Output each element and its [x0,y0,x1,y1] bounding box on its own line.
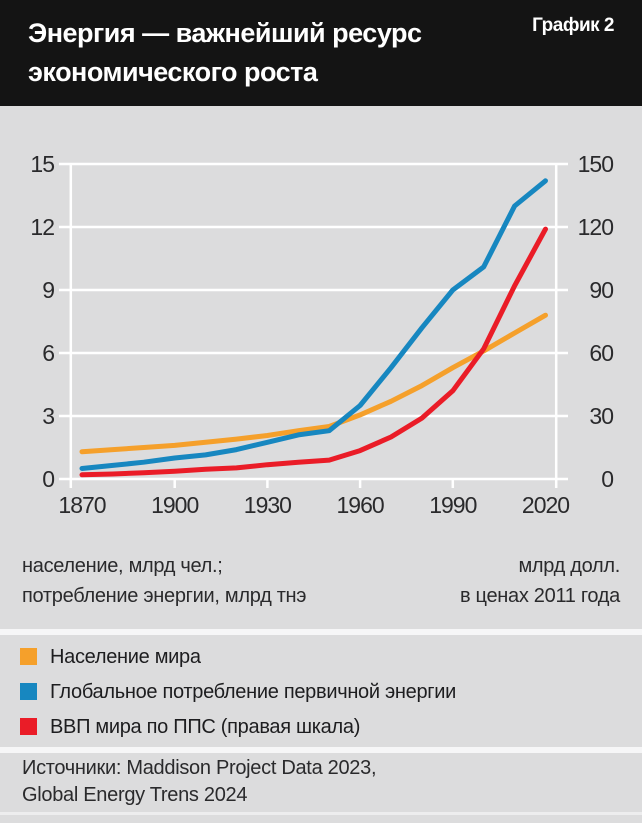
right-axis-tick-150: 150 [577,151,614,177]
right-axis-tick-120: 120 [577,214,614,240]
page-title-line1: Энергия — важнейший ресурс [28,18,422,48]
chart-header: Энергия — важнейший ресурс экономическог… [0,0,642,106]
legend-item-2: ВВП мира по ППС (правая шкала) [20,709,620,744]
legend-item-0: Население мира [20,639,620,674]
chart-legend: Население мира Глобальное потребление пер… [20,639,620,744]
x-axis-tick-2020: 2020 [521,492,570,518]
x-axis-tick-1960: 1960 [336,492,385,518]
sources-line1: Источники: Maddison Project Data 2023, [22,757,377,779]
left-axis-tick-15: 15 [30,151,55,177]
separator-top-of-sources [0,747,642,753]
legend-item-1: Глобальное потребление первичной энергии [20,674,620,709]
series-line-0 [79,312,548,455]
right-axis-caption-line2: в ценах 2011 года [459,585,620,607]
left-axis-caption-line1: население, млрд чел.; [22,555,223,577]
right-axis-tick-30: 30 [589,403,614,429]
sources-note: Источники: Maddison Project Data 2023, G… [22,755,377,809]
right-axis-tick-60: 60 [589,340,614,366]
right-axis-tick-90: 90 [589,277,614,303]
x-axis-tick-1930: 1930 [243,492,292,518]
legend-label-0: Население мира [50,645,201,668]
left-axis-caption-line2: потребление энергии, млрд тнэ [22,585,307,607]
left-axis-tick-6: 6 [42,340,55,366]
right-axis-tick-0: 0 [601,466,614,492]
right-axis-caption-line1: млрд долл. [518,555,620,577]
series-line-2 [79,226,548,478]
left-axis-caption: население, млрд чел.; потребление энерги… [22,551,307,611]
right-axis-caption: млрд долл. в ценах 2011 года [460,551,620,611]
series-line-1 [79,178,548,471]
left-axis-tick-9: 9 [42,277,55,303]
page-title-line2: экономического роста [28,57,318,87]
left-axis-tick-3: 3 [42,403,55,429]
chart-number-badge: График 2 [532,15,614,36]
x-axis-tick-1990: 1990 [429,492,477,518]
legend-swatch-icon [20,718,37,735]
left-axis-tick-12: 12 [30,214,55,240]
x-axis-tick-1870: 1870 [58,492,106,518]
legend-label-2: ВВП мира по ППС (правая шкала) [50,715,361,738]
separator-bottom [0,812,642,815]
left-axis-tick-0: 0 [42,466,55,492]
sources-line2: Global Energy Trens 2024 [22,784,248,806]
x-axis-tick-1900: 1900 [151,492,199,518]
legend-swatch-icon [20,648,37,665]
legend-label-1: Глобальное потребление первичной энергии [50,680,457,703]
separator-top-of-legend [0,629,642,635]
legend-swatch-icon [20,683,37,700]
page-title: Энергия — важнейший ресурс экономическог… [28,14,614,92]
